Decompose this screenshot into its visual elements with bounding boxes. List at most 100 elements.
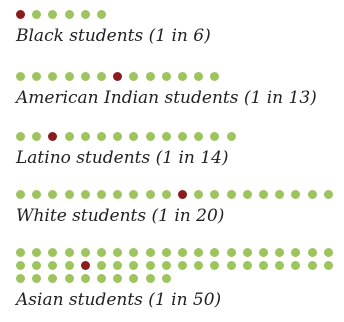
dot [32, 274, 42, 283]
dot [178, 248, 187, 257]
dot [161, 261, 171, 270]
dot [64, 261, 74, 270]
dot [291, 261, 301, 270]
dot [97, 190, 106, 199]
group-label: Black students (1 in 6) [16, 26, 211, 46]
dot [113, 261, 123, 270]
dot [64, 190, 74, 199]
dot [226, 190, 236, 199]
dot [242, 190, 252, 199]
dot [210, 132, 220, 141]
dot [97, 10, 106, 19]
highlight-dot [178, 190, 187, 199]
dot [161, 274, 171, 283]
highlight-dot [48, 132, 58, 141]
dot [32, 10, 42, 19]
dot [145, 132, 155, 141]
dot [80, 132, 90, 141]
dot [307, 261, 317, 270]
dot [113, 190, 123, 199]
dot [80, 190, 90, 199]
group-label: White students (1 in 20) [16, 206, 225, 226]
dot [113, 132, 123, 141]
dot [16, 274, 25, 283]
dot [16, 261, 25, 270]
dot [242, 261, 252, 270]
dot [80, 248, 90, 257]
dot [80, 72, 90, 81]
dot [64, 10, 74, 19]
dot [80, 10, 90, 19]
dot [129, 190, 139, 199]
dot [178, 261, 187, 270]
dot [259, 248, 268, 257]
dot [129, 132, 139, 141]
dot [145, 248, 155, 257]
group-label: Latino students (1 in 14) [16, 148, 229, 168]
dot [226, 248, 236, 257]
dot [64, 248, 74, 257]
dot [242, 248, 252, 257]
dot [145, 190, 155, 199]
dot [48, 248, 58, 257]
group-label: American Indian students (1 in 13) [16, 88, 317, 108]
highlight-dot [113, 72, 123, 81]
dot [129, 248, 139, 257]
dot [48, 274, 58, 283]
dot [113, 248, 123, 257]
dot [113, 274, 123, 283]
dot [210, 248, 220, 257]
highlight-dot [16, 10, 25, 19]
dot [32, 261, 42, 270]
dot [291, 190, 301, 199]
dot [64, 274, 74, 283]
dot [64, 72, 74, 81]
dot [226, 132, 236, 141]
dot [129, 261, 139, 270]
dot [64, 132, 74, 141]
dot [161, 72, 171, 81]
dot [275, 190, 285, 199]
dot [194, 132, 204, 141]
dot [97, 72, 106, 81]
dot [307, 190, 317, 199]
dot [291, 248, 301, 257]
dot [48, 72, 58, 81]
dot [32, 248, 42, 257]
dot [210, 190, 220, 199]
dot [323, 248, 333, 257]
group-label: Asian students (1 in 50) [16, 290, 222, 310]
dot [323, 190, 333, 199]
dot [16, 248, 25, 257]
dot [145, 261, 155, 270]
dot [32, 190, 42, 199]
dot [97, 132, 106, 141]
dot [194, 248, 204, 257]
dot [16, 132, 25, 141]
dot [129, 72, 139, 81]
dot [48, 261, 58, 270]
dot [16, 72, 25, 81]
highlight-dot [80, 261, 90, 270]
dot [145, 274, 155, 283]
dot [80, 274, 90, 283]
dot [129, 274, 139, 283]
dot [194, 72, 204, 81]
dot [178, 132, 187, 141]
dot [48, 190, 58, 199]
dot [178, 72, 187, 81]
dot [32, 132, 42, 141]
dot [210, 72, 220, 81]
dot [97, 274, 106, 283]
dot [194, 261, 204, 270]
dot [161, 190, 171, 199]
dot [275, 261, 285, 270]
dot [210, 261, 220, 270]
dot [226, 261, 236, 270]
dot [275, 248, 285, 257]
dot [161, 248, 171, 257]
dot [161, 132, 171, 141]
dot [259, 190, 268, 199]
dot [307, 248, 317, 257]
